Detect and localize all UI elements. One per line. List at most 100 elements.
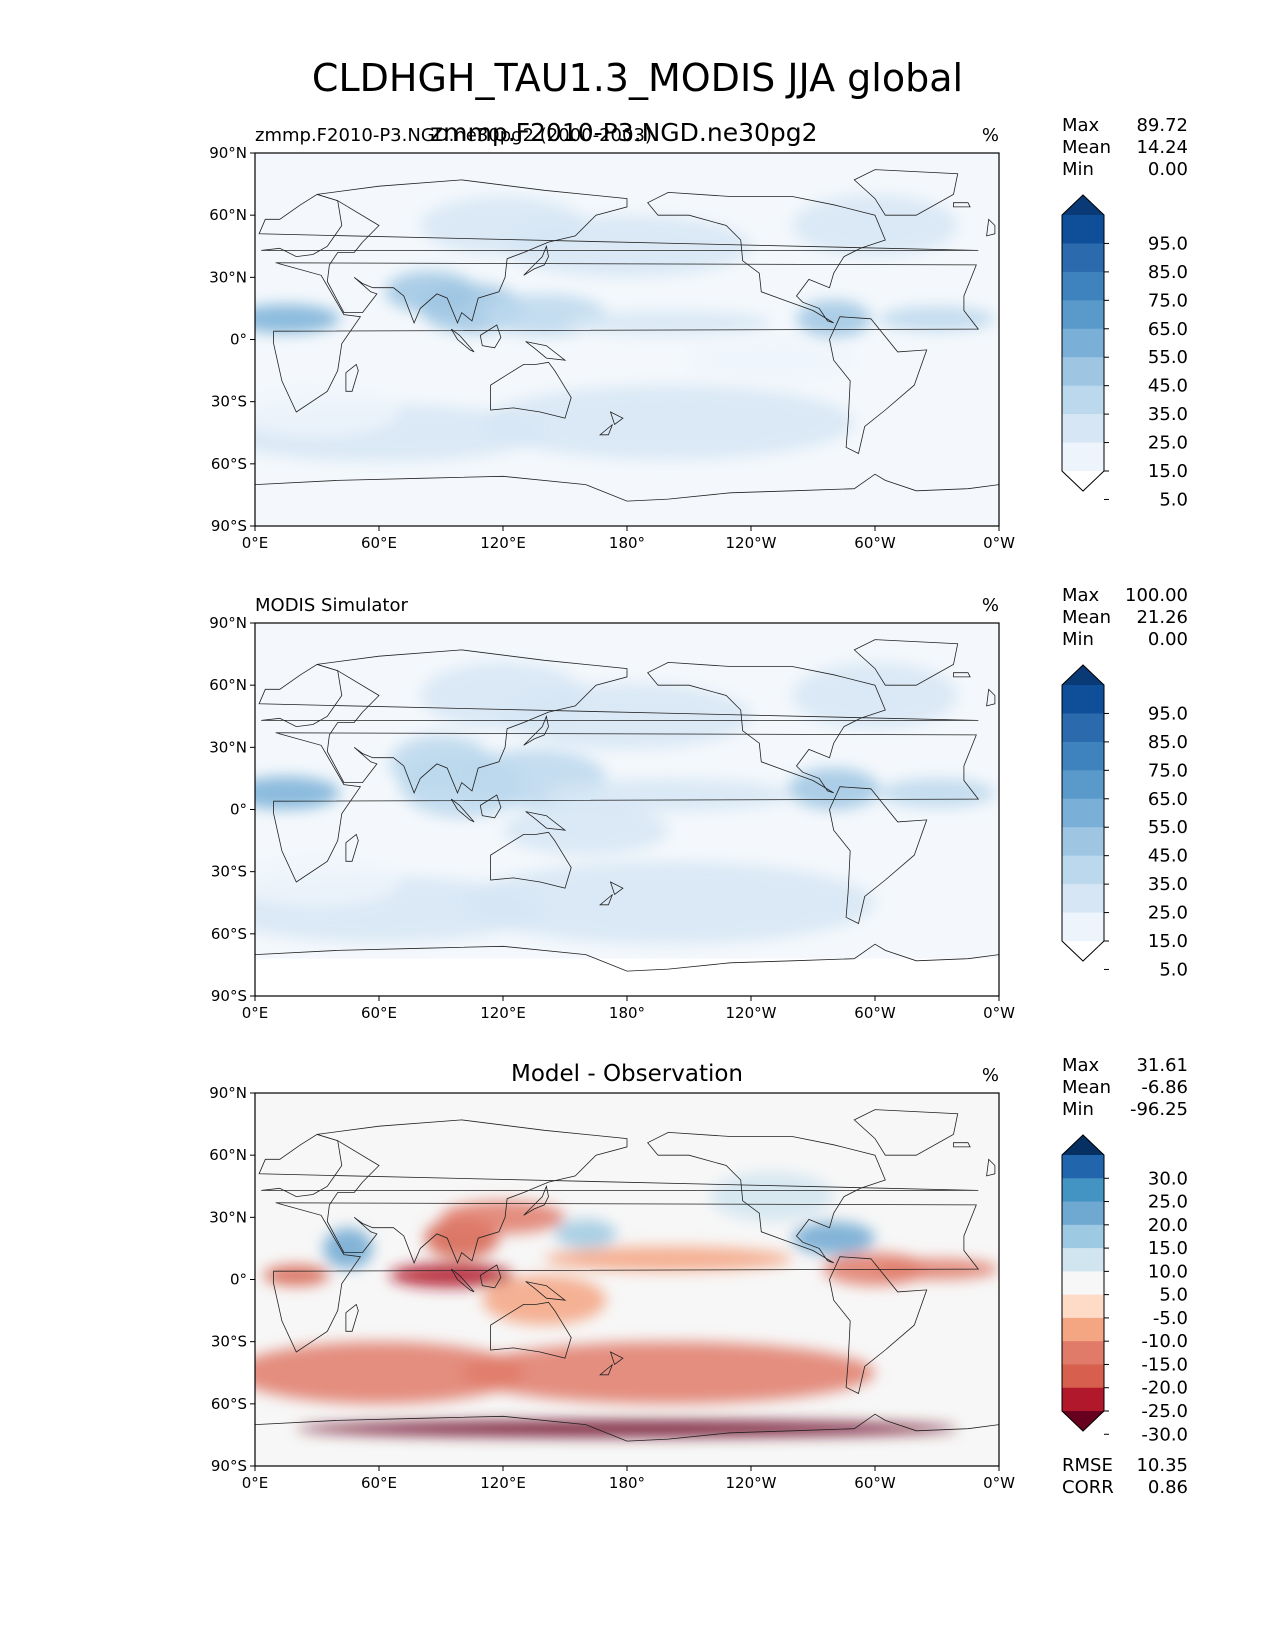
colorbar-tick-label: -20.0 <box>1141 1378 1188 1399</box>
coastline-9 <box>523 244 549 276</box>
field-region-1 <box>389 1263 514 1288</box>
colorbar-tick-label: -30.0 <box>1141 1424 1188 1445</box>
colorbar-extend-min <box>1062 1411 1104 1431</box>
coastline-5 <box>829 786 928 925</box>
field-region-6 <box>323 1227 373 1270</box>
colorbar-extend-max <box>1062 1135 1104 1155</box>
stat-label: Mean <box>1062 137 1111 158</box>
coastline-0 <box>273 262 980 413</box>
stat-value: 0.00 <box>1148 629 1188 650</box>
field-region-7 <box>792 194 958 257</box>
colorbar-tick-label: 5.0 <box>1159 1285 1188 1306</box>
colorbar-segment <box>1062 442 1104 472</box>
coastline-15 <box>609 411 624 426</box>
coastline-2 <box>316 179 628 324</box>
x-tick-label: 60°E <box>361 1474 397 1492</box>
missing-data-region <box>255 958 999 996</box>
y-tick-label: 60°S <box>211 455 247 473</box>
colorbar-tick-label: 20.0 <box>1148 1215 1188 1236</box>
coastline-6 <box>853 1109 959 1156</box>
y-tick-label: 90°N <box>209 144 247 162</box>
rmse-label: RMSE <box>1062 1455 1113 1476</box>
field-region-14 <box>296 1420 958 1437</box>
coastline-8 <box>345 833 359 862</box>
coastline-7 <box>255 473 999 526</box>
coastline-5 <box>829 316 928 455</box>
field-region-13 <box>255 857 400 907</box>
colorbar-segment <box>1062 798 1104 828</box>
stat-label: Max <box>1062 585 1100 606</box>
coastlines <box>255 639 999 996</box>
colorbar-segment <box>1062 1294 1104 1319</box>
colorbar-tick-label: 95.0 <box>1148 703 1188 724</box>
field-region-2 <box>263 1265 330 1286</box>
coastline-3 <box>490 831 572 889</box>
colorbar-segment <box>1062 1248 1104 1272</box>
colorbar-segment <box>1062 827 1104 857</box>
y-tick-label: 30°N <box>209 1208 247 1226</box>
colorbar-tick-label: 65.0 <box>1148 319 1188 340</box>
colorbar-tick-label: -10.0 <box>1141 1331 1188 1352</box>
x-tick-label: 0°E <box>242 1004 269 1022</box>
x-tick-label: 120°E <box>480 1474 526 1492</box>
x-tick-label: 120°W <box>726 1474 777 1492</box>
colorbar-segment <box>1062 357 1104 387</box>
coastline-10 <box>479 794 502 819</box>
field-region-11 <box>503 683 751 750</box>
colorbar-tick-label: -25.0 <box>1141 1401 1188 1422</box>
colorbar-segment <box>1062 912 1104 942</box>
field-layer <box>255 1171 999 1437</box>
x-tick-label: 60°W <box>854 534 896 552</box>
coastline-13 <box>986 1158 996 1177</box>
field-region-12 <box>689 339 855 381</box>
colorbar-tick-label: 65.0 <box>1148 789 1188 810</box>
coastline-15 <box>609 881 624 896</box>
stat-label: Min <box>1062 629 1094 650</box>
colorbar-segment <box>1062 243 1104 273</box>
stat-value: 89.72 <box>1136 115 1188 136</box>
units-label: % <box>982 1065 999 1086</box>
colorbar-tick-label: 85.0 <box>1148 262 1188 283</box>
colorbar-segment <box>1062 1317 1104 1342</box>
field-region-12 <box>503 805 669 856</box>
colorbar-tick-label: 30.0 <box>1148 1168 1188 1189</box>
field-region-9 <box>461 861 875 945</box>
colorbar-segment <box>1062 685 1104 714</box>
y-tick-label: 0° <box>230 331 247 349</box>
colorbar-tick-label: 75.0 <box>1148 760 1188 781</box>
colorbar-tick-label: 5.0 <box>1159 489 1188 510</box>
x-tick-label: 0°W <box>983 534 1015 552</box>
coastline-4 <box>647 661 886 794</box>
coastline-3 <box>490 361 572 419</box>
units-label: % <box>982 595 999 616</box>
corr-label: CORR <box>1062 1477 1114 1498</box>
colorbar-tick-label: 35.0 <box>1148 874 1188 895</box>
colorbar-segment <box>1062 855 1104 885</box>
y-tick-label: 60°N <box>209 1146 247 1164</box>
colorbar-segment <box>1062 1364 1104 1389</box>
colorbar-tick-label: -5.0 <box>1153 1308 1188 1329</box>
coastline-10 <box>479 1264 502 1289</box>
y-tick-label: 60°N <box>209 676 247 694</box>
colorbar-segment <box>1062 385 1104 415</box>
colorbar-segment <box>1062 1341 1104 1365</box>
colorbar-tick-label: 25.0 <box>1148 903 1188 924</box>
colorbar-extend-max <box>1062 195 1104 215</box>
field-region-9 <box>482 385 855 460</box>
x-tick-label: 60°E <box>361 534 397 552</box>
stat-value: 0.00 <box>1148 159 1188 180</box>
field-region-11 <box>503 215 751 278</box>
field-region-0 <box>255 776 340 810</box>
x-tick-label: 60°W <box>854 1004 896 1022</box>
colorbar: 95.0 85.0 75.0 65.0 55.0 45.0 35.0 25.0 15.0 5.0 <box>1061 194 1188 510</box>
coastline-14 <box>953 202 971 208</box>
field-layer <box>255 662 995 945</box>
coastline-8 <box>345 363 359 392</box>
stat-value: 21.26 <box>1136 607 1188 628</box>
x-tick-label: 0°E <box>242 534 269 552</box>
colorbar-segment <box>1062 713 1104 743</box>
field-region-11 <box>544 1246 793 1272</box>
colorbar-tick-label: 75.0 <box>1148 290 1188 311</box>
field-region-7 <box>792 662 958 729</box>
field-region-6 <box>565 310 772 336</box>
